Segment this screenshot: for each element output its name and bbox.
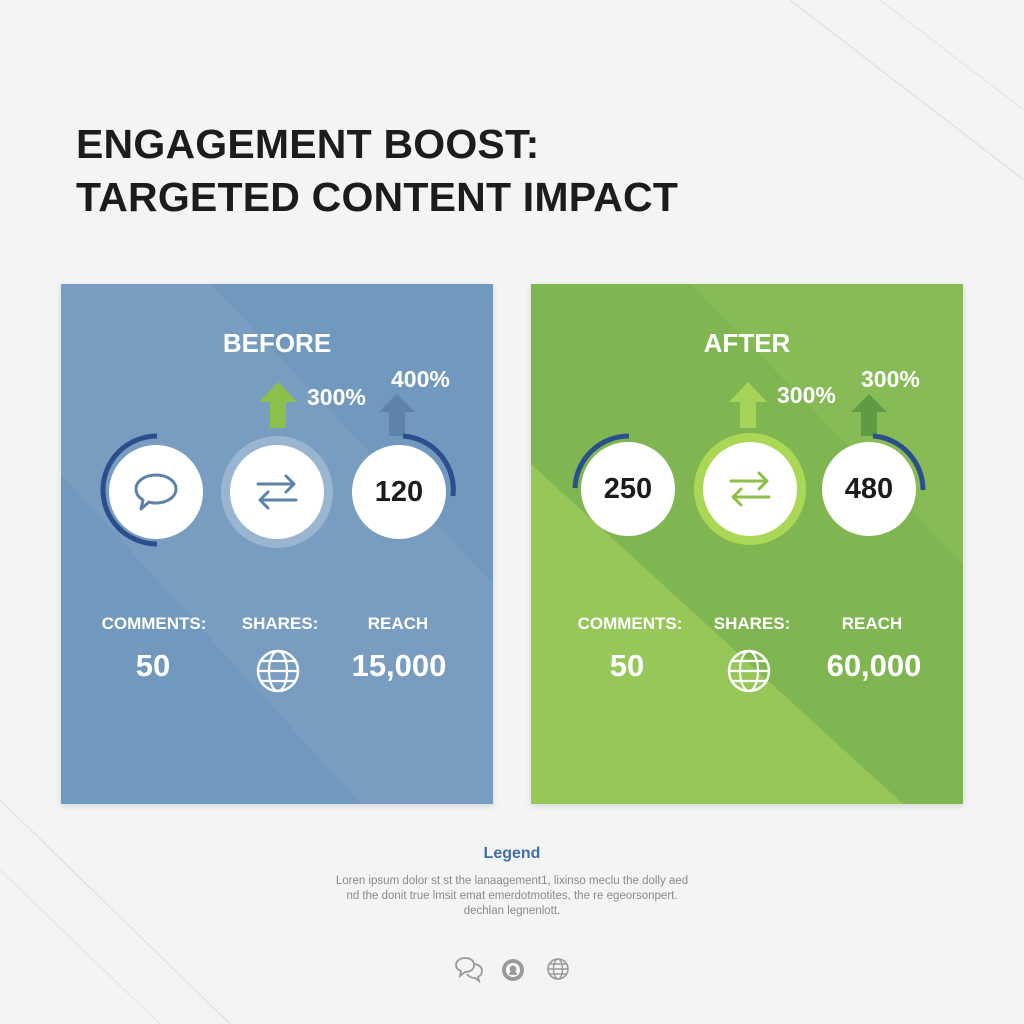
reach-value: 15,000	[351, 648, 447, 683]
page-title: ENGAGEMENT BOOST: TARGETED CONTENT IMPAC…	[76, 118, 678, 224]
shares-label: SHARES:	[241, 614, 319, 633]
title-line-2: TARGETED CONTENT IMPACT	[76, 174, 679, 220]
progress-ring	[100, 433, 158, 547]
comments-label: COMMENTS:	[101, 614, 207, 633]
progress-ring	[402, 433, 456, 497]
after-label: AFTER	[703, 328, 791, 358]
progress-ring	[572, 433, 630, 489]
growth-arrow-icon	[851, 394, 887, 436]
growth-arrow-icon	[379, 394, 415, 436]
reach-circle: 120	[352, 445, 446, 539]
before-circle-value: 120	[374, 475, 424, 508]
before-pct-right: 400%	[391, 366, 450, 392]
reach-label: REACH	[367, 614, 429, 633]
legend-line-2: nd the donit true lmsit emat emerdotmoti…	[346, 890, 678, 902]
growth-arrow-icon	[729, 382, 767, 428]
reach-value: 60,000	[826, 648, 922, 683]
title-line-1: ENGAGEMENT BOOST:	[76, 121, 540, 167]
chat-bubbles-icon	[455, 957, 483, 983]
swap-arrows-icon	[729, 471, 771, 507]
comments-circle: 250	[581, 442, 675, 536]
after-circle-right-value: 480	[844, 472, 894, 505]
legend-text: Loren ipsum dolor st st the lanaagement1…	[312, 874, 712, 919]
legend-title: Legend	[483, 845, 541, 862]
globe-icon	[727, 649, 771, 693]
after-pct-right: 300%	[861, 366, 920, 392]
shares-label: SHARES:	[713, 614, 791, 633]
globe-icon	[256, 649, 300, 693]
comments-label: COMMENTS:	[577, 614, 683, 633]
after-panel: AFTER 300% 300% 250 480 COMMENTS: SHARES…	[531, 284, 963, 804]
legend-line-1: Loren ipsum dolor st st the lanaagement1…	[335, 875, 689, 887]
speech-bubble-icon	[134, 473, 178, 511]
swap-arrows-icon	[256, 474, 298, 510]
progress-ring	[872, 433, 926, 491]
growth-arrow-icon	[259, 382, 297, 428]
comments-circle	[109, 445, 203, 539]
legend-line-3: dechlan legnenlott.	[463, 905, 561, 917]
badge-icon	[502, 959, 524, 981]
comments-value: 50	[135, 648, 171, 683]
reach-label: REACH	[841, 614, 903, 633]
before-pct-left: 300%	[307, 384, 366, 410]
globe-icon	[547, 958, 569, 980]
after-circle-left-value: 250	[603, 472, 653, 505]
reach-circle: 480	[822, 442, 916, 536]
shares-circle	[703, 442, 797, 536]
before-label: BEFORE	[222, 328, 332, 358]
shares-circle	[230, 445, 324, 539]
before-panel: BEFORE 300% 400% 120 COMMENTS: SHARES: R…	[61, 284, 493, 804]
comments-value: 50	[609, 648, 645, 683]
after-pct-left: 300%	[777, 382, 836, 408]
panel-shade	[61, 284, 493, 804]
